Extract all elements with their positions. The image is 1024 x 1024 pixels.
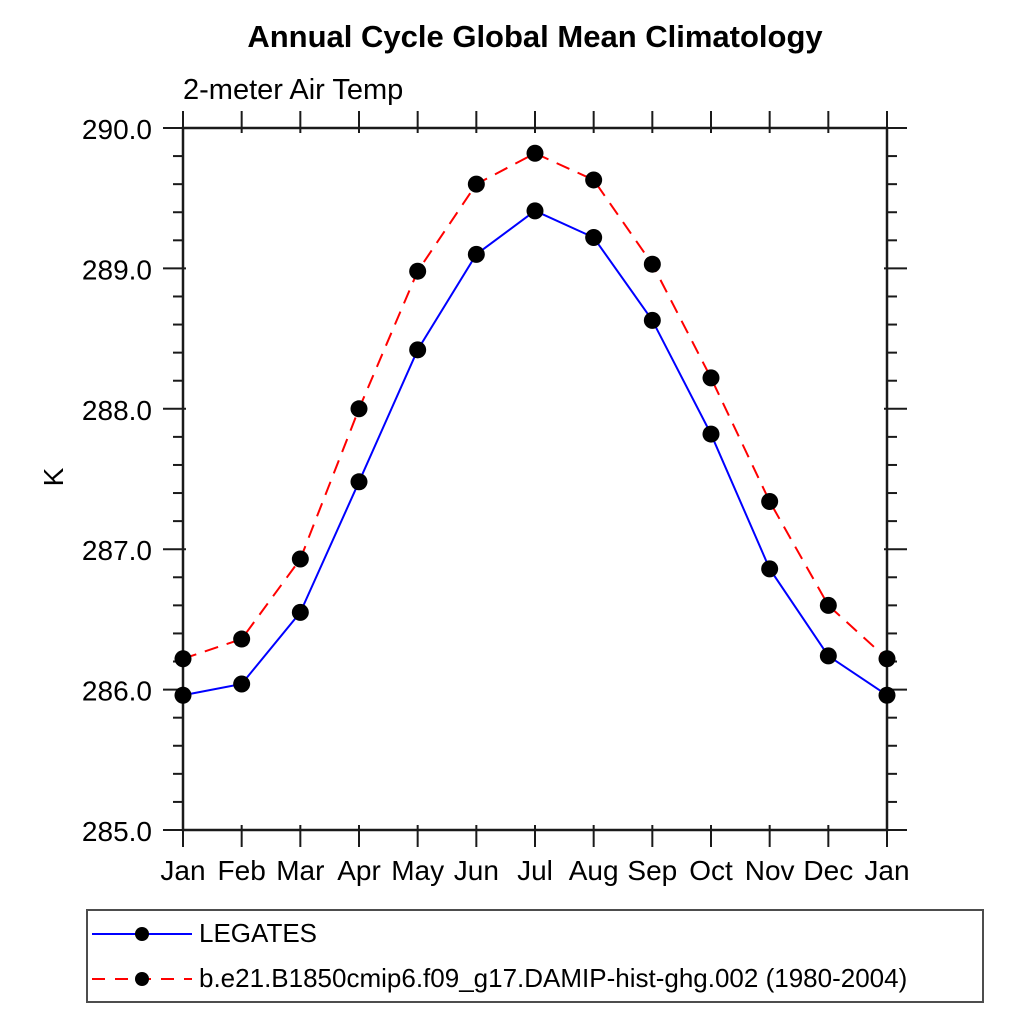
y-axis-tick-label: 288.0 [82, 395, 152, 426]
data-point-marker [291, 550, 309, 568]
x-axis-tick-label: Jun [454, 855, 499, 886]
data-point-marker [702, 425, 720, 443]
x-axis-tick-label: Aug [569, 855, 619, 886]
y-axis-tick-label: 286.0 [82, 676, 152, 707]
x-axis-tick-label: Mar [276, 855, 324, 886]
plot-frame [181, 126, 889, 832]
data-point-marker [174, 686, 192, 704]
y-axis-tick-label: 290.0 [82, 114, 152, 145]
x-axis-tick-label: Oct [689, 855, 733, 886]
data-point-marker [409, 341, 427, 359]
data-point-marker [878, 650, 896, 668]
legend: LEGATES b.e21.B1850cmip6.f09_g17.DAMIP-h… [86, 909, 984, 1003]
legend-label-model: b.e21.B1850cmip6.f09_g17.DAMIP-hist-ghg.… [199, 963, 908, 993]
legend-marker-dot [135, 926, 149, 941]
x-axis-tick-label: Nov [745, 855, 795, 886]
x-axis-tick-label: Apr [337, 855, 381, 886]
x-axis-tick-label: Feb [218, 855, 266, 886]
legend-row-legates: LEGATES [88, 911, 982, 956]
x-axis-tick-label: May [391, 855, 444, 886]
y-axis-tick-label: 289.0 [82, 254, 152, 285]
data-point-marker [761, 492, 779, 510]
x-axis-tick-label: Sep [627, 855, 677, 886]
chart-title: Annual Cycle Global Mean Climatology [247, 19, 823, 54]
data-point-marker [350, 400, 368, 418]
data-point-marker [643, 311, 661, 329]
series-line-1 [182, 152, 888, 660]
legend-sample-model [92, 971, 192, 986]
data-point-marker [291, 603, 309, 621]
legend-label-legates: LEGATES [199, 918, 318, 948]
data-point-marker [819, 596, 837, 614]
data-point-marker [878, 686, 896, 704]
data-point-marker [643, 255, 661, 273]
data-point-marker [819, 647, 837, 665]
data-point-marker [585, 229, 603, 247]
data-point-marker [526, 144, 544, 162]
data-point-marker [467, 245, 485, 263]
y-axis-tick-label: 287.0 [82, 535, 152, 566]
chart-subtitle: 2-meter Air Temp [183, 74, 404, 106]
data-point-marker [233, 675, 251, 693]
data-point-marker [467, 175, 485, 193]
x-axis-tick-label: Jul [517, 855, 553, 886]
data-point-marker [174, 650, 192, 668]
data-point-marker [702, 369, 720, 387]
data-point-marker [585, 171, 603, 189]
data-point-marker [233, 630, 251, 648]
legend-row-model: b.e21.B1850cmip6.f09_g17.DAMIP-hist-ghg.… [88, 956, 982, 1001]
x-axis-tick-label: Jan [160, 855, 205, 886]
x-axis-tick-label: Dec [803, 855, 853, 886]
series-line-0 [182, 209, 888, 697]
x-axis-tick-label: Jan [864, 855, 909, 886]
data-point-marker [409, 262, 427, 280]
data-point-marker [761, 560, 779, 578]
data-point-marker [350, 473, 368, 491]
legend-sample-legates [92, 926, 192, 941]
legend-marker-dot [135, 971, 149, 986]
data-point-marker [526, 202, 544, 220]
y-axis-tick-label: 285.0 [82, 816, 152, 847]
